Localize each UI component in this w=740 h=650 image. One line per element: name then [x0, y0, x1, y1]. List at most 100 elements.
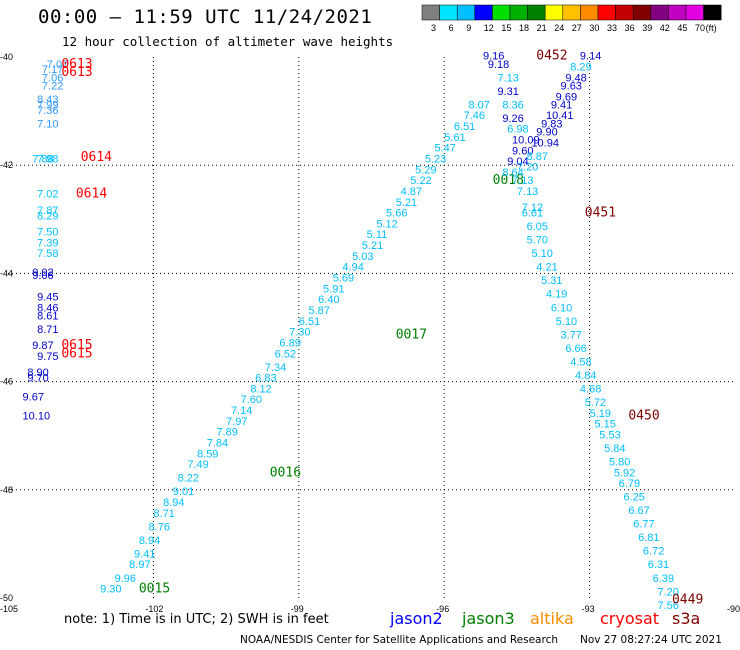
colorbar-swatch: [668, 4, 687, 21]
swh-value: 9.26: [502, 113, 523, 125]
swh-value: 8.12: [250, 383, 271, 395]
colorbar-swatch: [544, 4, 564, 21]
swh-value: 6.10: [551, 302, 572, 314]
swh-value: 5.22: [410, 175, 431, 187]
colorbar-swatch: [474, 4, 493, 21]
pass-time-tag: 0018: [493, 173, 524, 188]
swh-value: 9.02: [32, 267, 53, 279]
x-tick-label: -99: [291, 604, 304, 614]
footnote: note: 1) Time is in UTC; 2) SWH is in fe…: [64, 612, 329, 627]
swh-value: 7.22: [42, 80, 63, 92]
swh-value: 8.87: [527, 151, 548, 163]
colorbar-swatch: [597, 4, 616, 21]
swh-value: 9.63: [561, 80, 582, 92]
swh-value: 8.43: [37, 94, 58, 106]
swh-value: 6.05: [527, 221, 548, 233]
swh-value: 7.34: [265, 362, 286, 374]
swh-value: 7.13: [498, 72, 519, 84]
swh-value: 4.94: [342, 262, 363, 274]
swh-value: 5.03: [352, 251, 373, 263]
swh-value: 5.31: [541, 275, 562, 287]
pass-time-tag: 0613: [61, 65, 92, 80]
swh-value: 9.83: [541, 118, 562, 130]
swh-value: 7.06: [42, 72, 63, 84]
colorbar-label: 36: [625, 23, 635, 33]
y-tick-label: -46: [0, 377, 13, 387]
colorbar-label: 27: [572, 23, 582, 33]
swh-value: 5.70: [527, 235, 548, 247]
swh-value: 5.84: [604, 443, 625, 455]
pass-time-tag: 0450: [628, 408, 659, 423]
colorbar-label: 21: [537, 23, 547, 33]
swh-value: 9.60: [512, 145, 533, 157]
swh-value: 7.56: [657, 600, 678, 612]
colorbar-swatch: [439, 4, 458, 21]
colorbar-swatch: [632, 4, 652, 21]
swh-value: 8.29: [37, 210, 58, 222]
swh-value: 4.21: [536, 262, 557, 274]
legend-jason3: jason3: [462, 609, 515, 628]
swh-value: 9.18: [488, 59, 509, 71]
pass-time-tag: 0452: [536, 49, 567, 64]
colorbar-swatch: [685, 4, 704, 21]
colorbar-swatch: [527, 4, 546, 21]
swh-value: 7.17: [42, 64, 63, 76]
pass-time-tag: 0451: [585, 206, 616, 221]
swh-value: 8.36: [502, 99, 523, 111]
swh-value: 9.41: [134, 548, 155, 560]
swh-value: 9.16: [483, 51, 504, 63]
swh-value: 6.31: [648, 559, 669, 571]
colorbar-swatch: [650, 4, 669, 21]
swh-value: 6.77: [633, 519, 654, 531]
swh-value: 5.10: [556, 316, 577, 328]
swh-value: 7.14: [231, 405, 252, 417]
swh-value: 6.51: [454, 121, 475, 133]
swh-value: 7.13: [512, 175, 533, 187]
swh-value: 8.46: [37, 302, 58, 314]
swh-value: 4.87: [401, 186, 422, 198]
swh-value: 7.88: [32, 153, 53, 165]
credit-text: NOAA/NESDIS Center for Satellite Applica…: [240, 634, 558, 646]
chart-title: 00:00 – 11:59 UTC 11/24/2021: [38, 6, 373, 28]
swh-value: 7.98: [37, 153, 58, 165]
x-tick-label: -96: [436, 604, 449, 614]
swh-value: 5.87: [308, 305, 329, 317]
swh-value: 6.79: [619, 478, 640, 490]
swh-value: 7.07: [47, 59, 68, 71]
pass-time-tag: 0015: [139, 582, 170, 597]
y-tick-label: -44: [0, 268, 13, 278]
swh-value: 7.49: [187, 459, 208, 471]
swh-value: 5.15: [594, 419, 615, 431]
colorbar-swatch: [562, 4, 581, 21]
chart-subtitle: 12 hour collection of altimeter wave hei…: [62, 34, 394, 49]
swh-value: 4.68: [580, 383, 601, 395]
swh-value: 7.97: [226, 416, 247, 428]
swh-value: 8.97: [129, 559, 150, 571]
pass-time-tag: 0613: [61, 57, 92, 72]
pass-time-tag: 0016: [270, 465, 301, 480]
swh-value: 7.12: [522, 202, 543, 214]
swh-value: 8.71: [153, 508, 174, 520]
swh-value: 7.20: [517, 162, 538, 174]
x-tick-label: -93: [582, 604, 595, 614]
swh-value: 5.12: [376, 218, 397, 230]
colorbar-label: 39: [642, 23, 652, 33]
colorbar-label: 6: [449, 23, 454, 33]
swh-value: 8.61: [37, 310, 58, 322]
swh-value: 6.25: [624, 492, 645, 504]
colorbar-label: 45: [677, 23, 687, 33]
colorbar-label: 24: [554, 23, 564, 33]
pass-time-tag: 0017: [396, 327, 427, 342]
swh-value: 5.80: [609, 456, 630, 468]
swh-value: 8.64: [502, 167, 523, 179]
swh-value: 7.99: [37, 99, 58, 111]
swh-value: 3.77: [561, 329, 582, 341]
swh-value: 5.61: [444, 132, 465, 144]
swh-value: 7.36: [37, 105, 58, 117]
swh-value: 6.81: [638, 532, 659, 544]
swh-value: 9.75: [37, 351, 58, 363]
swh-value: 7.39: [37, 237, 58, 249]
swh-value: 6.61: [522, 208, 543, 220]
swh-value: 8.07: [468, 99, 489, 111]
